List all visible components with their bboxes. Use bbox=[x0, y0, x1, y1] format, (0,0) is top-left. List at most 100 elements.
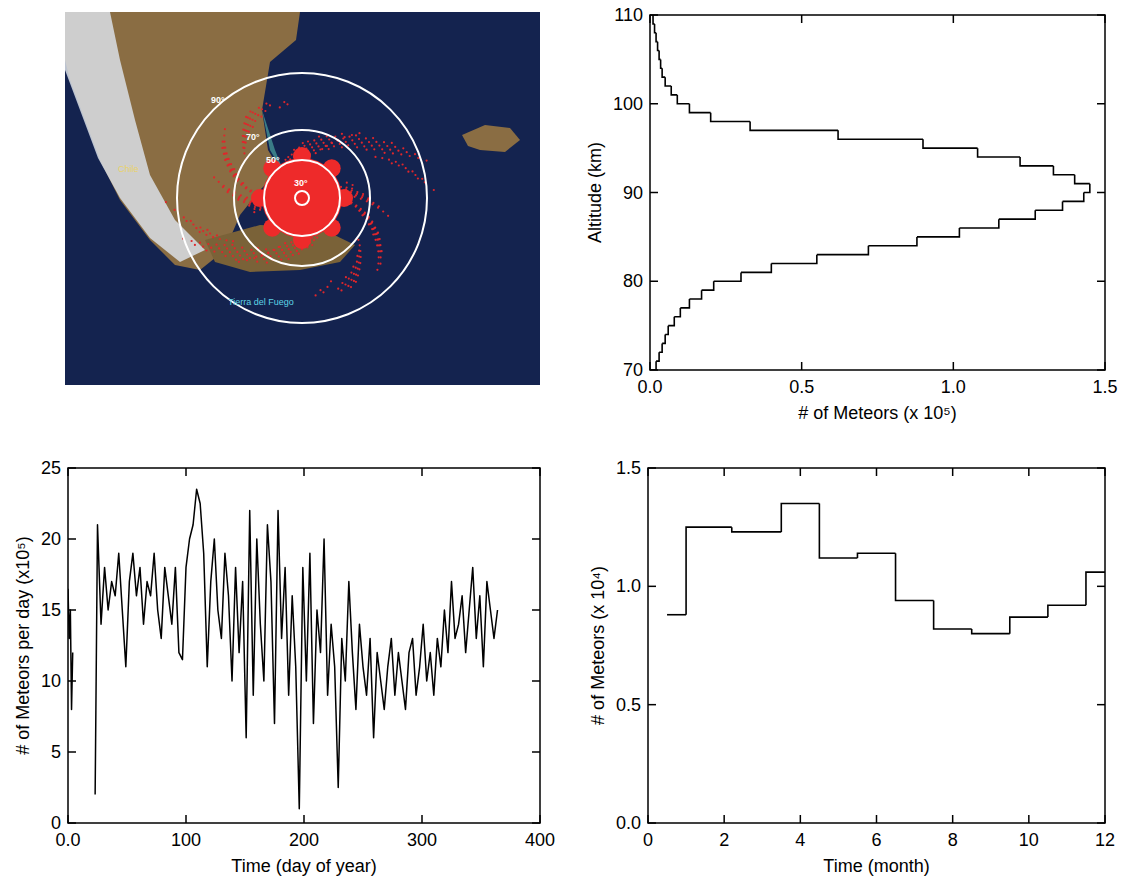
meteor-dot bbox=[284, 242, 286, 244]
y-tick-right bbox=[1097, 704, 1105, 706]
meteor-dot bbox=[254, 113, 256, 115]
meteor-dot bbox=[373, 227, 375, 229]
meteor-dot bbox=[387, 215, 389, 217]
meteor-dot bbox=[232, 255, 234, 257]
meteor-dot bbox=[278, 255, 280, 257]
meteor-dot bbox=[227, 191, 229, 193]
meteor-dot bbox=[246, 259, 248, 261]
meteor-dot bbox=[233, 174, 235, 176]
histogram-step bbox=[819, 504, 857, 558]
meteor-dot bbox=[258, 107, 260, 109]
y-tick-right bbox=[532, 467, 540, 469]
histogram-step bbox=[661, 59, 663, 68]
plot-data bbox=[667, 504, 1105, 634]
x-tick-top bbox=[539, 468, 541, 476]
y-axis-title: Altitude (km) bbox=[585, 142, 605, 243]
meteor-dot bbox=[433, 189, 435, 191]
meteor-dot bbox=[381, 157, 383, 159]
range-circle bbox=[234, 130, 370, 266]
y-tick bbox=[650, 281, 658, 283]
meteor-dot bbox=[319, 148, 321, 150]
meteor-dot bbox=[389, 149, 391, 151]
meteor-dot bbox=[290, 241, 292, 243]
meteor-dot bbox=[341, 133, 343, 135]
chart-panel: 0.01002003004000510152025Time (day of ye… bbox=[13, 458, 555, 876]
meteor-dot bbox=[269, 104, 271, 106]
meteor-dot bbox=[345, 276, 347, 278]
meteor-dot bbox=[292, 244, 294, 246]
meteor-dot bbox=[279, 246, 281, 248]
meteor-dot bbox=[227, 164, 229, 166]
histogram-step bbox=[972, 629, 1010, 634]
y-tick-label: 20 bbox=[41, 529, 61, 549]
meteor-dot bbox=[275, 252, 277, 254]
y-tick-label: 0.5 bbox=[616, 695, 641, 715]
meteor-dot bbox=[351, 134, 353, 136]
meteor-dot bbox=[264, 110, 266, 112]
meteor-dot bbox=[368, 141, 370, 143]
meteor-petal bbox=[293, 147, 311, 165]
meteor-dot bbox=[240, 184, 242, 186]
y-tick-label: 10 bbox=[41, 671, 61, 691]
meteor-dot bbox=[364, 212, 366, 214]
meteor-dot bbox=[374, 156, 376, 158]
meteor-dot bbox=[267, 252, 269, 254]
x-tick-top bbox=[876, 468, 878, 476]
meteor-dot bbox=[247, 124, 249, 126]
meteor-dot bbox=[224, 159, 226, 161]
meteor-core bbox=[262, 158, 342, 238]
meteor-dot bbox=[215, 244, 217, 246]
meteor-dot bbox=[358, 138, 360, 140]
histogram-step bbox=[741, 264, 771, 273]
meteor-dot bbox=[242, 129, 244, 131]
meteor-dot bbox=[194, 244, 196, 246]
meteor-dot bbox=[378, 205, 380, 207]
meteor-dot bbox=[223, 153, 225, 155]
meteor-dot bbox=[344, 283, 346, 285]
meteor-dot bbox=[360, 256, 362, 258]
meteor-dot bbox=[358, 268, 360, 270]
y-tick bbox=[68, 751, 76, 753]
meteor-dot bbox=[326, 286, 328, 288]
meteor-dot bbox=[353, 273, 355, 275]
meteor-dot bbox=[202, 230, 204, 232]
meteor-petal bbox=[335, 189, 353, 207]
meteor-dot bbox=[353, 280, 355, 282]
histogram-step bbox=[1020, 157, 1053, 166]
meteor-dot bbox=[340, 289, 342, 291]
x-tick-label: 200 bbox=[289, 830, 319, 850]
meteor-dot bbox=[183, 216, 185, 218]
histogram-step bbox=[1063, 193, 1084, 202]
meteor-dot bbox=[253, 208, 255, 210]
circle-label: 30° bbox=[294, 178, 308, 188]
meteor-dot bbox=[294, 247, 296, 249]
meteor-dot bbox=[241, 247, 243, 249]
meteor-dot bbox=[330, 142, 332, 144]
meteor-petal bbox=[293, 231, 311, 249]
histogram-step bbox=[1053, 166, 1074, 175]
meteor-dot bbox=[318, 136, 320, 138]
y-tick-right bbox=[532, 609, 540, 611]
y-tick bbox=[650, 14, 658, 16]
y-tick-right bbox=[532, 538, 540, 540]
circle-label: 90° bbox=[211, 95, 225, 105]
histogram-step bbox=[671, 86, 677, 95]
histogram-step bbox=[674, 308, 680, 317]
x-tick-top bbox=[953, 15, 955, 23]
meteor-dot bbox=[405, 167, 407, 169]
meteor-dot bbox=[291, 154, 293, 156]
x-tick bbox=[1028, 815, 1030, 823]
meteor-dot bbox=[357, 239, 359, 241]
y-axis-title: # of Meteors (x 10⁴) bbox=[588, 566, 608, 725]
circle-label: 50° bbox=[266, 155, 280, 165]
meteor-dot bbox=[407, 171, 409, 173]
meteor-dot bbox=[409, 155, 411, 157]
x-tick-top bbox=[1028, 468, 1030, 476]
meteor-dot bbox=[251, 119, 253, 121]
x-tick-top bbox=[723, 468, 725, 476]
x-axis-title: Time (day of year) bbox=[231, 856, 376, 876]
histogram-step bbox=[656, 352, 659, 361]
meteor-dot bbox=[225, 159, 227, 161]
plot-frame bbox=[648, 468, 1105, 823]
y-tick-label: 90 bbox=[623, 183, 643, 203]
